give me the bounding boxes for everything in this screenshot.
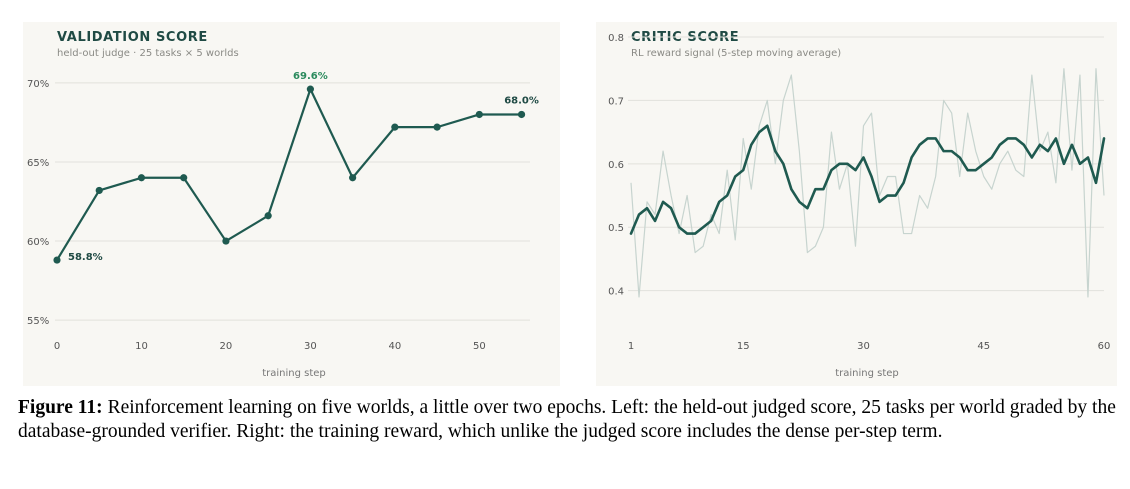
validation-y-tick-label: 55%: [27, 316, 49, 327]
validation-x-axis-label: training step: [262, 368, 326, 379]
validation-point: [95, 186, 103, 195]
critic-raw-series: [630, 68, 1105, 298]
validation-point: [222, 237, 230, 245]
critic-y-tick-label: 0.5: [608, 223, 624, 234]
caption-label: Figure 11:: [18, 397, 103, 418]
critic-y-tick-label: 0.8: [608, 33, 624, 44]
validation-data-label: 69.6%: [293, 71, 328, 82]
validation-x-tick-label: 40: [388, 341, 401, 352]
critic-panel-background: [596, 22, 1117, 386]
figure-caption: Figure 11: Reinforcement learning on fiv…: [18, 396, 1116, 444]
validation-point: [180, 174, 188, 182]
validation-point: [517, 110, 526, 119]
validation-data-label: 58.8%: [68, 252, 103, 263]
critic-x-tick-label: 60: [1098, 341, 1111, 352]
validation-line: [56, 88, 522, 261]
validation-x-tick-label: 30: [304, 341, 317, 352]
validation-gridlines: [55, 82, 530, 321]
validation-panel-background: [23, 22, 560, 386]
validation-point: [53, 256, 61, 264]
critic-x-tick-label: 1: [628, 341, 634, 352]
critic-x-ticks: 1 15 30 45 60: [628, 341, 1111, 352]
critic-x-tick-label: 45: [977, 341, 990, 352]
validation-x-tick-label: 0: [54, 341, 60, 352]
validation-point: [391, 123, 399, 131]
validation-point: [475, 110, 483, 119]
validation-x-tick-label: 50: [473, 341, 486, 352]
validation-x-tick-label: 10: [135, 341, 148, 352]
figure: VALIDATION SCORE held-out judge · 25 tas…: [23, 22, 1117, 386]
validation-point: [349, 174, 357, 182]
critic-raw-line: [630, 68, 1105, 298]
critic-smoothed-line: [629, 124, 1106, 235]
validation-series: [53, 85, 526, 264]
critic-x-tick-label: 30: [857, 341, 870, 352]
validation-y-tick-label: 65%: [27, 158, 49, 169]
validation-chart-subtitle: held-out judge · 25 tasks × 5 worlds: [57, 48, 239, 59]
critic-x-tick-label: 15: [737, 341, 750, 352]
validation-data-label: 68.0%: [504, 95, 539, 106]
critic-score-panel: CRITIC SCORE RL reward signal (5-step mo…: [596, 22, 1117, 386]
validation-point: [433, 123, 441, 131]
validation-x-ticks: 0 10 20 30 40 50: [54, 341, 486, 352]
validation-score-panel: VALIDATION SCORE held-out judge · 25 tas…: [23, 22, 560, 386]
validation-y-tick-label: 70%: [27, 79, 49, 90]
validation-point: [306, 85, 314, 93]
critic-y-tick-label: 0.7: [608, 96, 624, 107]
critic-y-tick-label: 0.4: [608, 287, 624, 298]
validation-annotations: 58.8% 69.6% 68.0%: [68, 71, 539, 263]
validation-y-ticks: 55% 60% 65% 70%: [27, 79, 49, 327]
validation-x-tick-label: 20: [220, 341, 233, 352]
validation-point: [137, 174, 146, 182]
validation-point: [264, 212, 272, 220]
critic-smoothed-series: [629, 124, 1106, 235]
critic-y-tick-label: 0.6: [608, 160, 624, 171]
validation-chart-title: VALIDATION SCORE: [57, 30, 208, 45]
critic-y-ticks: 0.4 0.5 0.6 0.7 0.8: [608, 33, 624, 298]
caption-text: Reinforcement learning on five worlds, a…: [18, 397, 1116, 442]
critic-x-axis-label: training step: [835, 368, 899, 379]
critic-chart-subtitle: RL reward signal (5-step moving average): [631, 48, 841, 59]
validation-y-tick-label: 60%: [27, 237, 49, 248]
